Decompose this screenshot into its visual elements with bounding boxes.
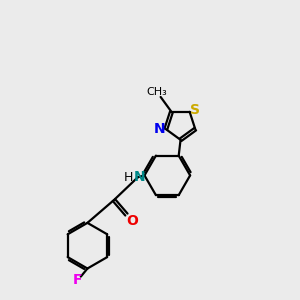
Text: N: N [134,170,146,184]
Text: O: O [126,214,138,228]
Text: H: H [124,171,133,184]
Text: N: N [153,122,165,136]
Text: S: S [190,103,200,117]
Text: CH₃: CH₃ [146,87,167,97]
Text: F: F [72,273,82,287]
